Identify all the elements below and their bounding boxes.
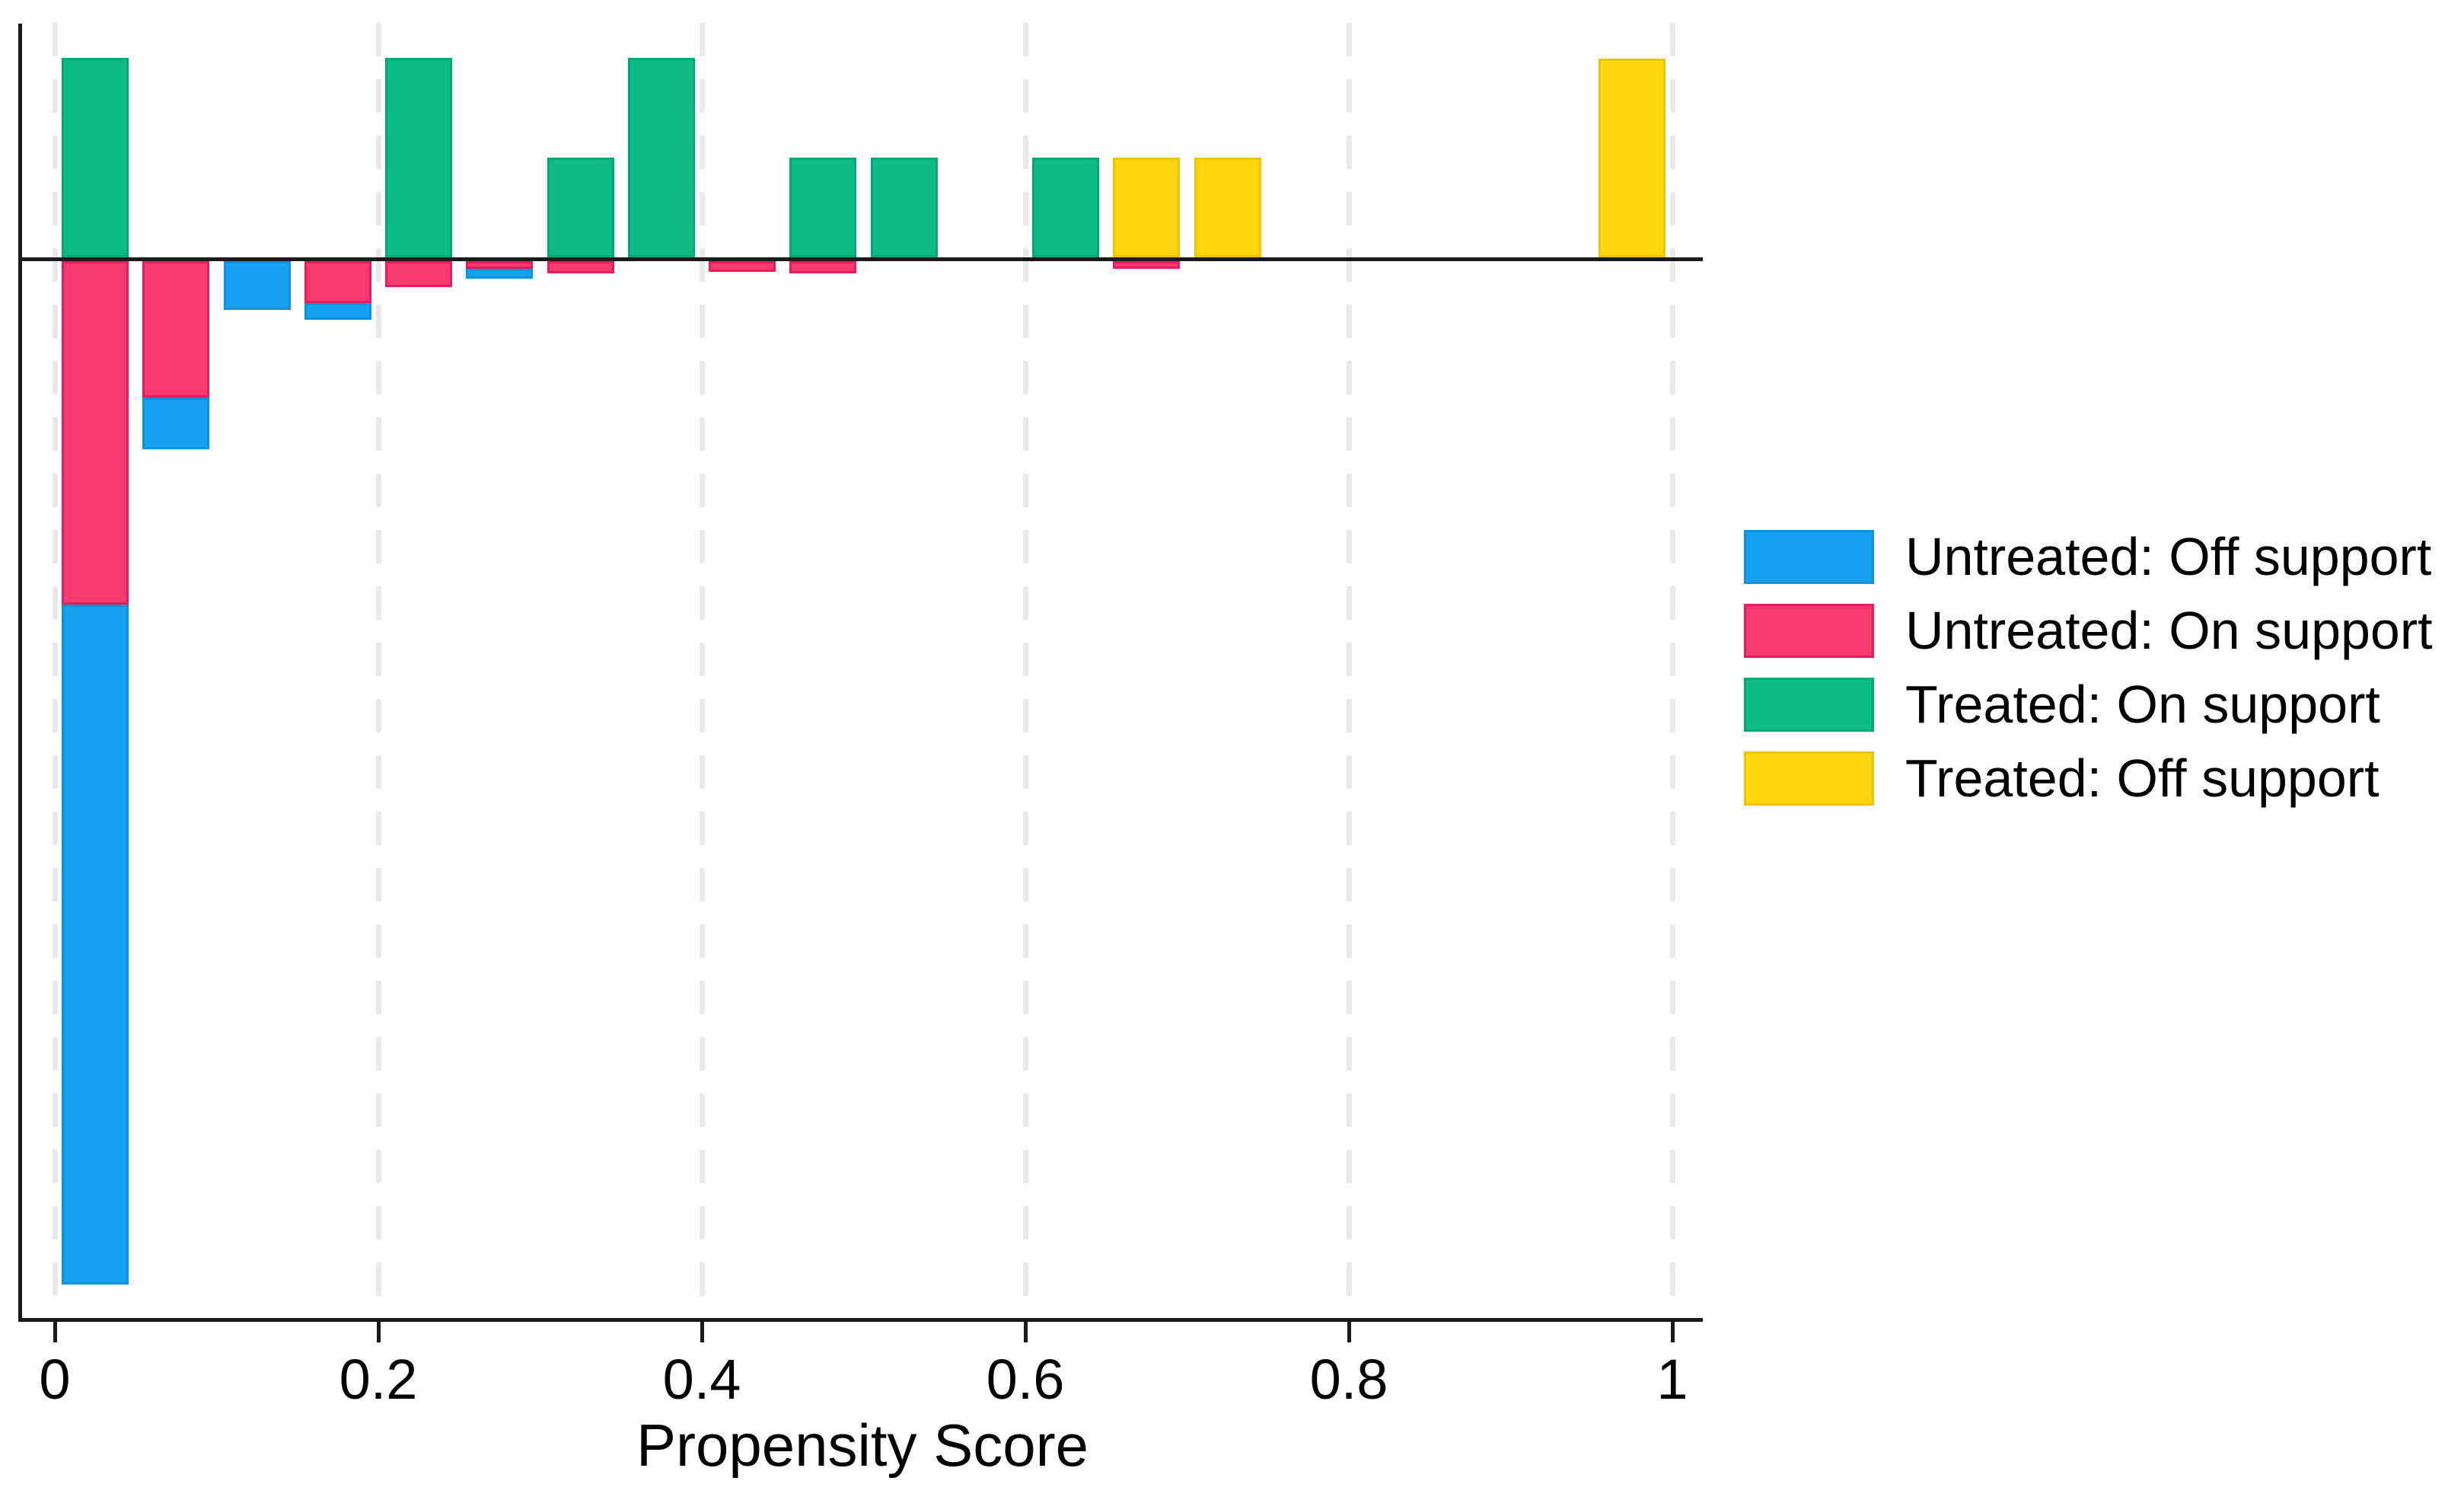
- x-tick-1: [1671, 1322, 1675, 1342]
- x-tick-label-0.6: 0.6: [986, 1348, 1065, 1411]
- bar-segment-treated_on: [628, 58, 695, 257]
- legend-swatch-treated_on: [1744, 678, 1874, 732]
- zero-baseline: [21, 257, 1703, 261]
- x-tick-label-0.4: 0.4: [662, 1348, 741, 1411]
- legend-label-treated_off: Treated: Off support: [1905, 748, 2380, 808]
- bar-segment-treated_on: [871, 158, 938, 257]
- gridline-0.2: [376, 23, 381, 1318]
- bar-segment-untreated_on: [466, 261, 533, 269]
- bar-segment-untreated_off: [304, 303, 371, 320]
- gridline-1: [1670, 23, 1675, 1318]
- bar-segment-treated_off: [1599, 59, 1666, 257]
- legend-label-treated_on: Treated: On support: [1905, 675, 2380, 734]
- bar-segment-untreated_off: [142, 397, 209, 449]
- gridline-0.6: [1023, 23, 1028, 1318]
- bar-segment-treated_on: [789, 158, 856, 257]
- x-tick-label-0.8: 0.8: [1309, 1348, 1388, 1411]
- x-tick-0.6: [1024, 1322, 1028, 1342]
- x-axis-line: [18, 1318, 1703, 1322]
- legend-label-untreated_off: Untreated: Off support: [1905, 527, 2432, 586]
- bar-segment-untreated_off: [62, 605, 129, 1285]
- bar-segment-treated_off: [1113, 158, 1180, 257]
- bar-segment-treated_on: [1032, 158, 1099, 257]
- bar-segment-untreated_on: [789, 261, 856, 273]
- bar-segment-untreated_on: [385, 261, 452, 287]
- bar-segment-untreated_on: [304, 261, 371, 303]
- bar-segment-untreated_on: [62, 261, 129, 605]
- bar-segment-treated_on: [547, 158, 614, 257]
- x-tick-label-0: 0: [39, 1348, 71, 1411]
- y-axis-spine: [18, 24, 22, 1322]
- gridline-0.8: [1347, 23, 1352, 1318]
- bar-segment-treated_off: [1194, 158, 1261, 257]
- x-tick-label-0.2: 0.2: [339, 1348, 418, 1411]
- bar-segment-treated_on: [385, 58, 452, 257]
- x-tick-0.8: [1347, 1322, 1351, 1342]
- x-tick-label-1: 1: [1656, 1348, 1688, 1411]
- legend-label-untreated_on: Untreated: On support: [1905, 601, 2433, 660]
- x-tick-0: [53, 1322, 57, 1342]
- x-tick-0.4: [700, 1322, 704, 1342]
- gridline-0.4: [700, 23, 705, 1318]
- bar-segment-untreated_off: [224, 261, 291, 310]
- legend-swatch-untreated_off: [1744, 530, 1874, 584]
- x-axis-title: Propensity Score: [636, 1412, 1089, 1479]
- bar-segment-untreated_off: [466, 269, 533, 279]
- legend-swatch-treated_off: [1744, 752, 1874, 806]
- x-tick-0.2: [377, 1322, 381, 1342]
- bar-segment-untreated_on: [547, 261, 614, 273]
- bar-segment-untreated_on: [142, 261, 209, 397]
- bar-segment-untreated_on: [709, 261, 776, 272]
- bar-segment-treated_on: [62, 58, 129, 257]
- bar-segment-untreated_on: [1113, 261, 1180, 269]
- legend-swatch-untreated_on: [1744, 604, 1874, 658]
- gridline-0: [53, 23, 58, 1318]
